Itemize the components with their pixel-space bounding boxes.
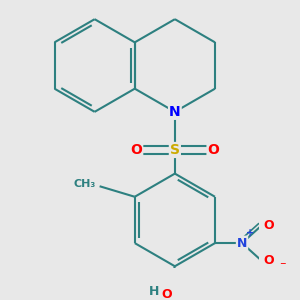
Text: N: N [237,237,247,250]
Text: S: S [170,143,180,157]
Text: O: O [264,219,274,232]
Text: O: O [162,288,172,300]
Text: O: O [264,254,274,267]
Text: +: + [246,228,254,239]
Text: N: N [169,105,181,119]
Text: ⁻: ⁻ [279,260,286,273]
Text: O: O [130,143,142,157]
Text: O: O [208,143,219,157]
Text: CH₃: CH₃ [74,179,96,189]
Text: H: H [149,285,160,298]
